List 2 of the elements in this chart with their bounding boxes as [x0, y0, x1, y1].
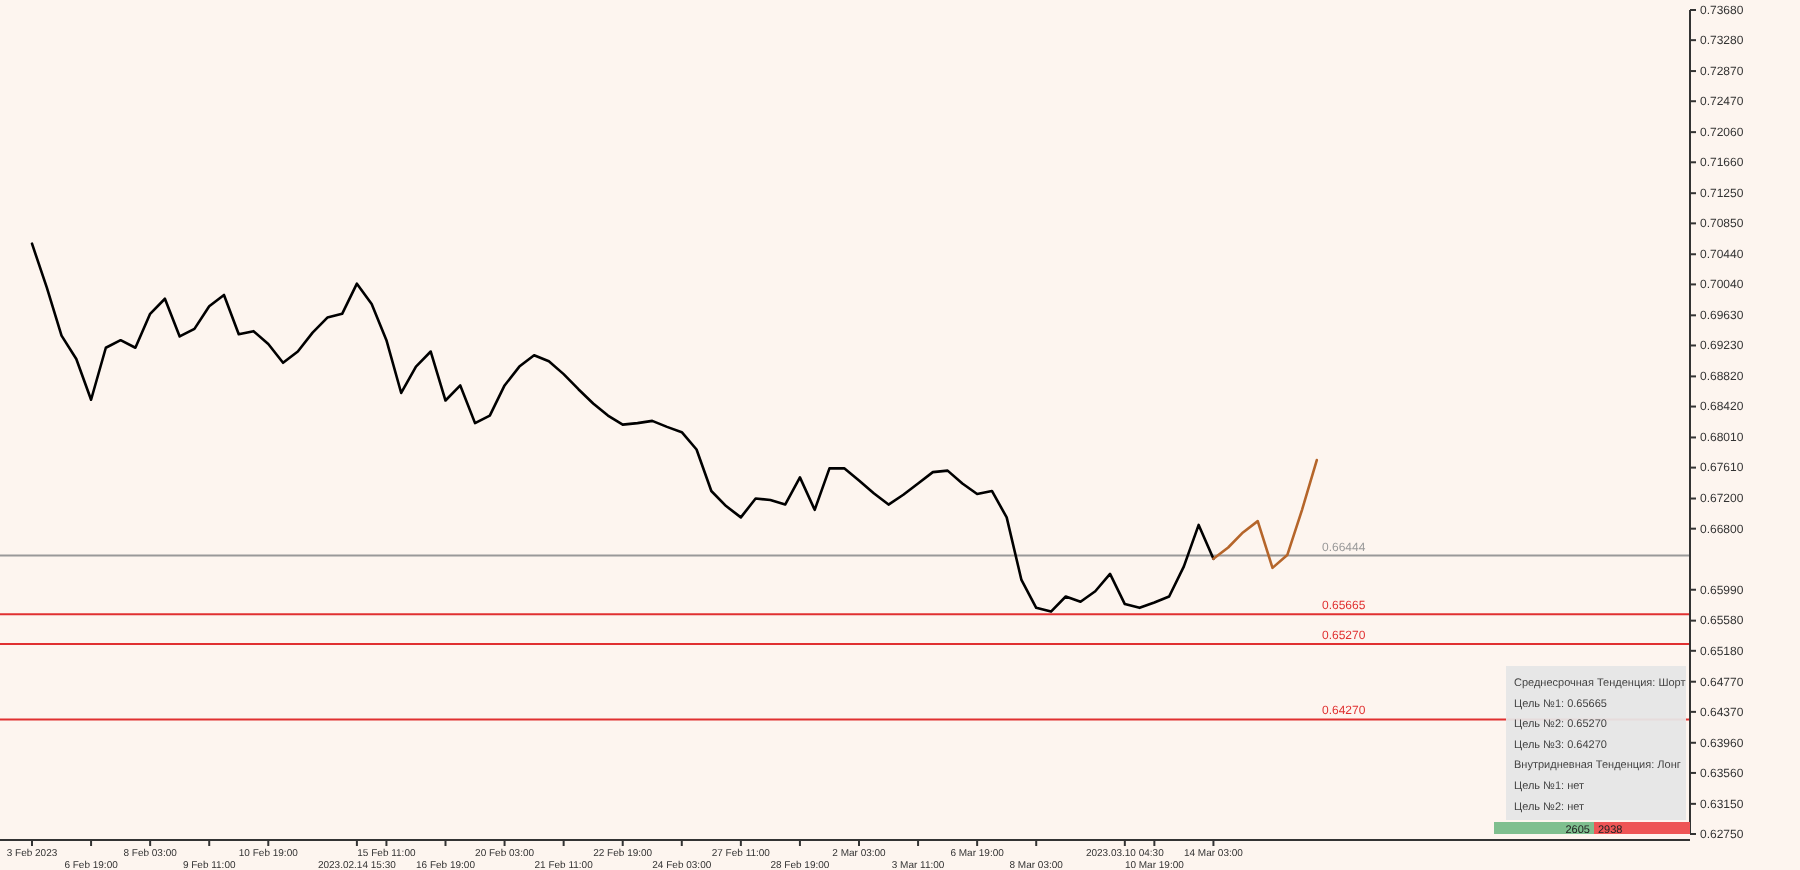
line-series: [30, 242, 1215, 613]
line-series: [1212, 458, 1319, 570]
